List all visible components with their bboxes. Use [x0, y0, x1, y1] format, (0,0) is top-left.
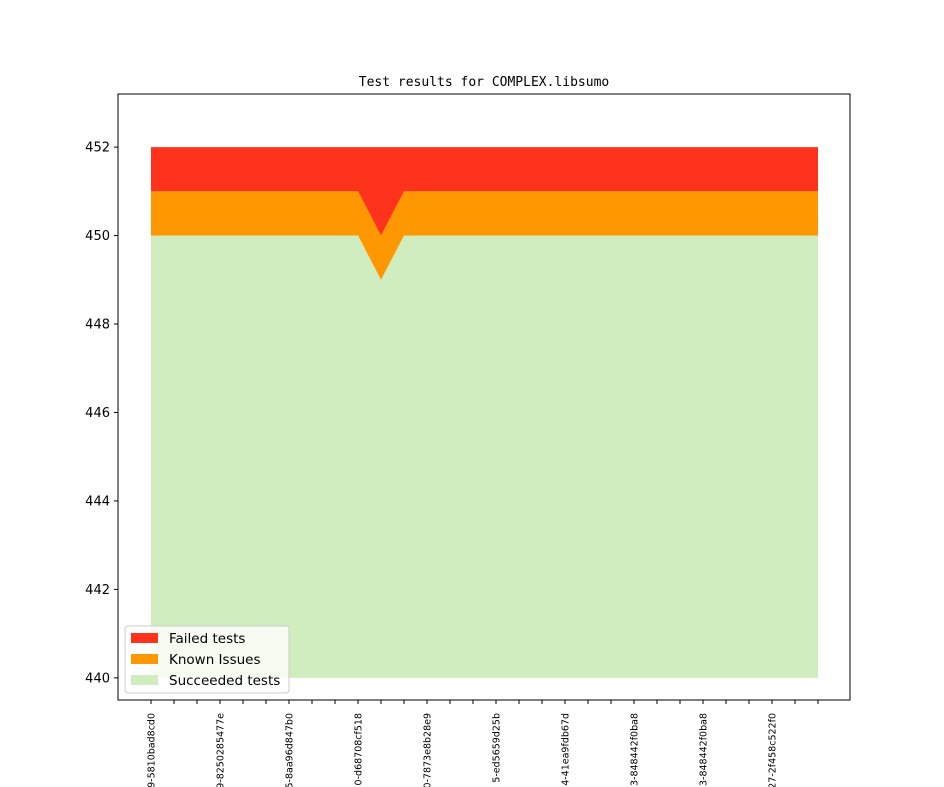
plot-frame: [117, 93, 851, 701]
y-tick-label: 442: [85, 583, 110, 598]
area-failed-tests: [151, 147, 818, 236]
chart-title: Test results for COMPLEX.libsumo: [359, 75, 609, 90]
x-axis: 9-5810bad8cd0 9-8250285477e 5-8aa96d847b0 0…: [147, 700, 819, 787]
area-known-issues: [151, 191, 818, 280]
y-tick-label: 448: [85, 318, 110, 333]
legend: Failed tests Known Issues Succeeded tests: [124, 625, 290, 694]
legend-label-known-issues: Known Issues: [169, 652, 261, 668]
x-tick-label: 0-7873e8b28e9: [423, 713, 434, 787]
y-tick-label: 444: [85, 494, 110, 509]
legend-swatch-failed-tests: [131, 633, 158, 643]
x-tick-label: 9-8250285477e: [216, 713, 227, 787]
y-axis: 440 442 444 446 448 450 452: [85, 141, 118, 686]
x-tick-label: 0-d68708cf518: [354, 713, 365, 785]
x-tick-label: 4-41ea9fdb67d: [561, 713, 572, 786]
y-tick-label: 440: [85, 671, 110, 686]
x-tick-label: 3-848442f0ba8: [630, 713, 641, 786]
legend-swatch-succeeded-tests: [131, 675, 158, 685]
y-tick-label: 446: [85, 406, 110, 421]
legend-label-failed-tests: Failed tests: [169, 631, 245, 647]
legend-swatch-known-issues: [131, 654, 158, 664]
x-tick-label: 9-5810bad8cd0: [147, 713, 158, 787]
x-tick-label: 5-8aa96d847b0: [285, 713, 296, 787]
y-tick-label: 452: [85, 141, 110, 156]
x-tick-label: 5-ed5659d25b: [492, 713, 503, 783]
stacked-areas: [151, 147, 818, 678]
legend-frame: [124, 625, 290, 694]
x-tick-label: 27-2f458c522f0: [768, 713, 779, 787]
area-succeeded-tests: [151, 235, 818, 678]
y-tick-label: 450: [85, 229, 110, 244]
x-tick-label: 3-848442f0ba8: [699, 713, 710, 786]
legend-label-succeeded-tests: Succeeded tests: [169, 673, 280, 689]
